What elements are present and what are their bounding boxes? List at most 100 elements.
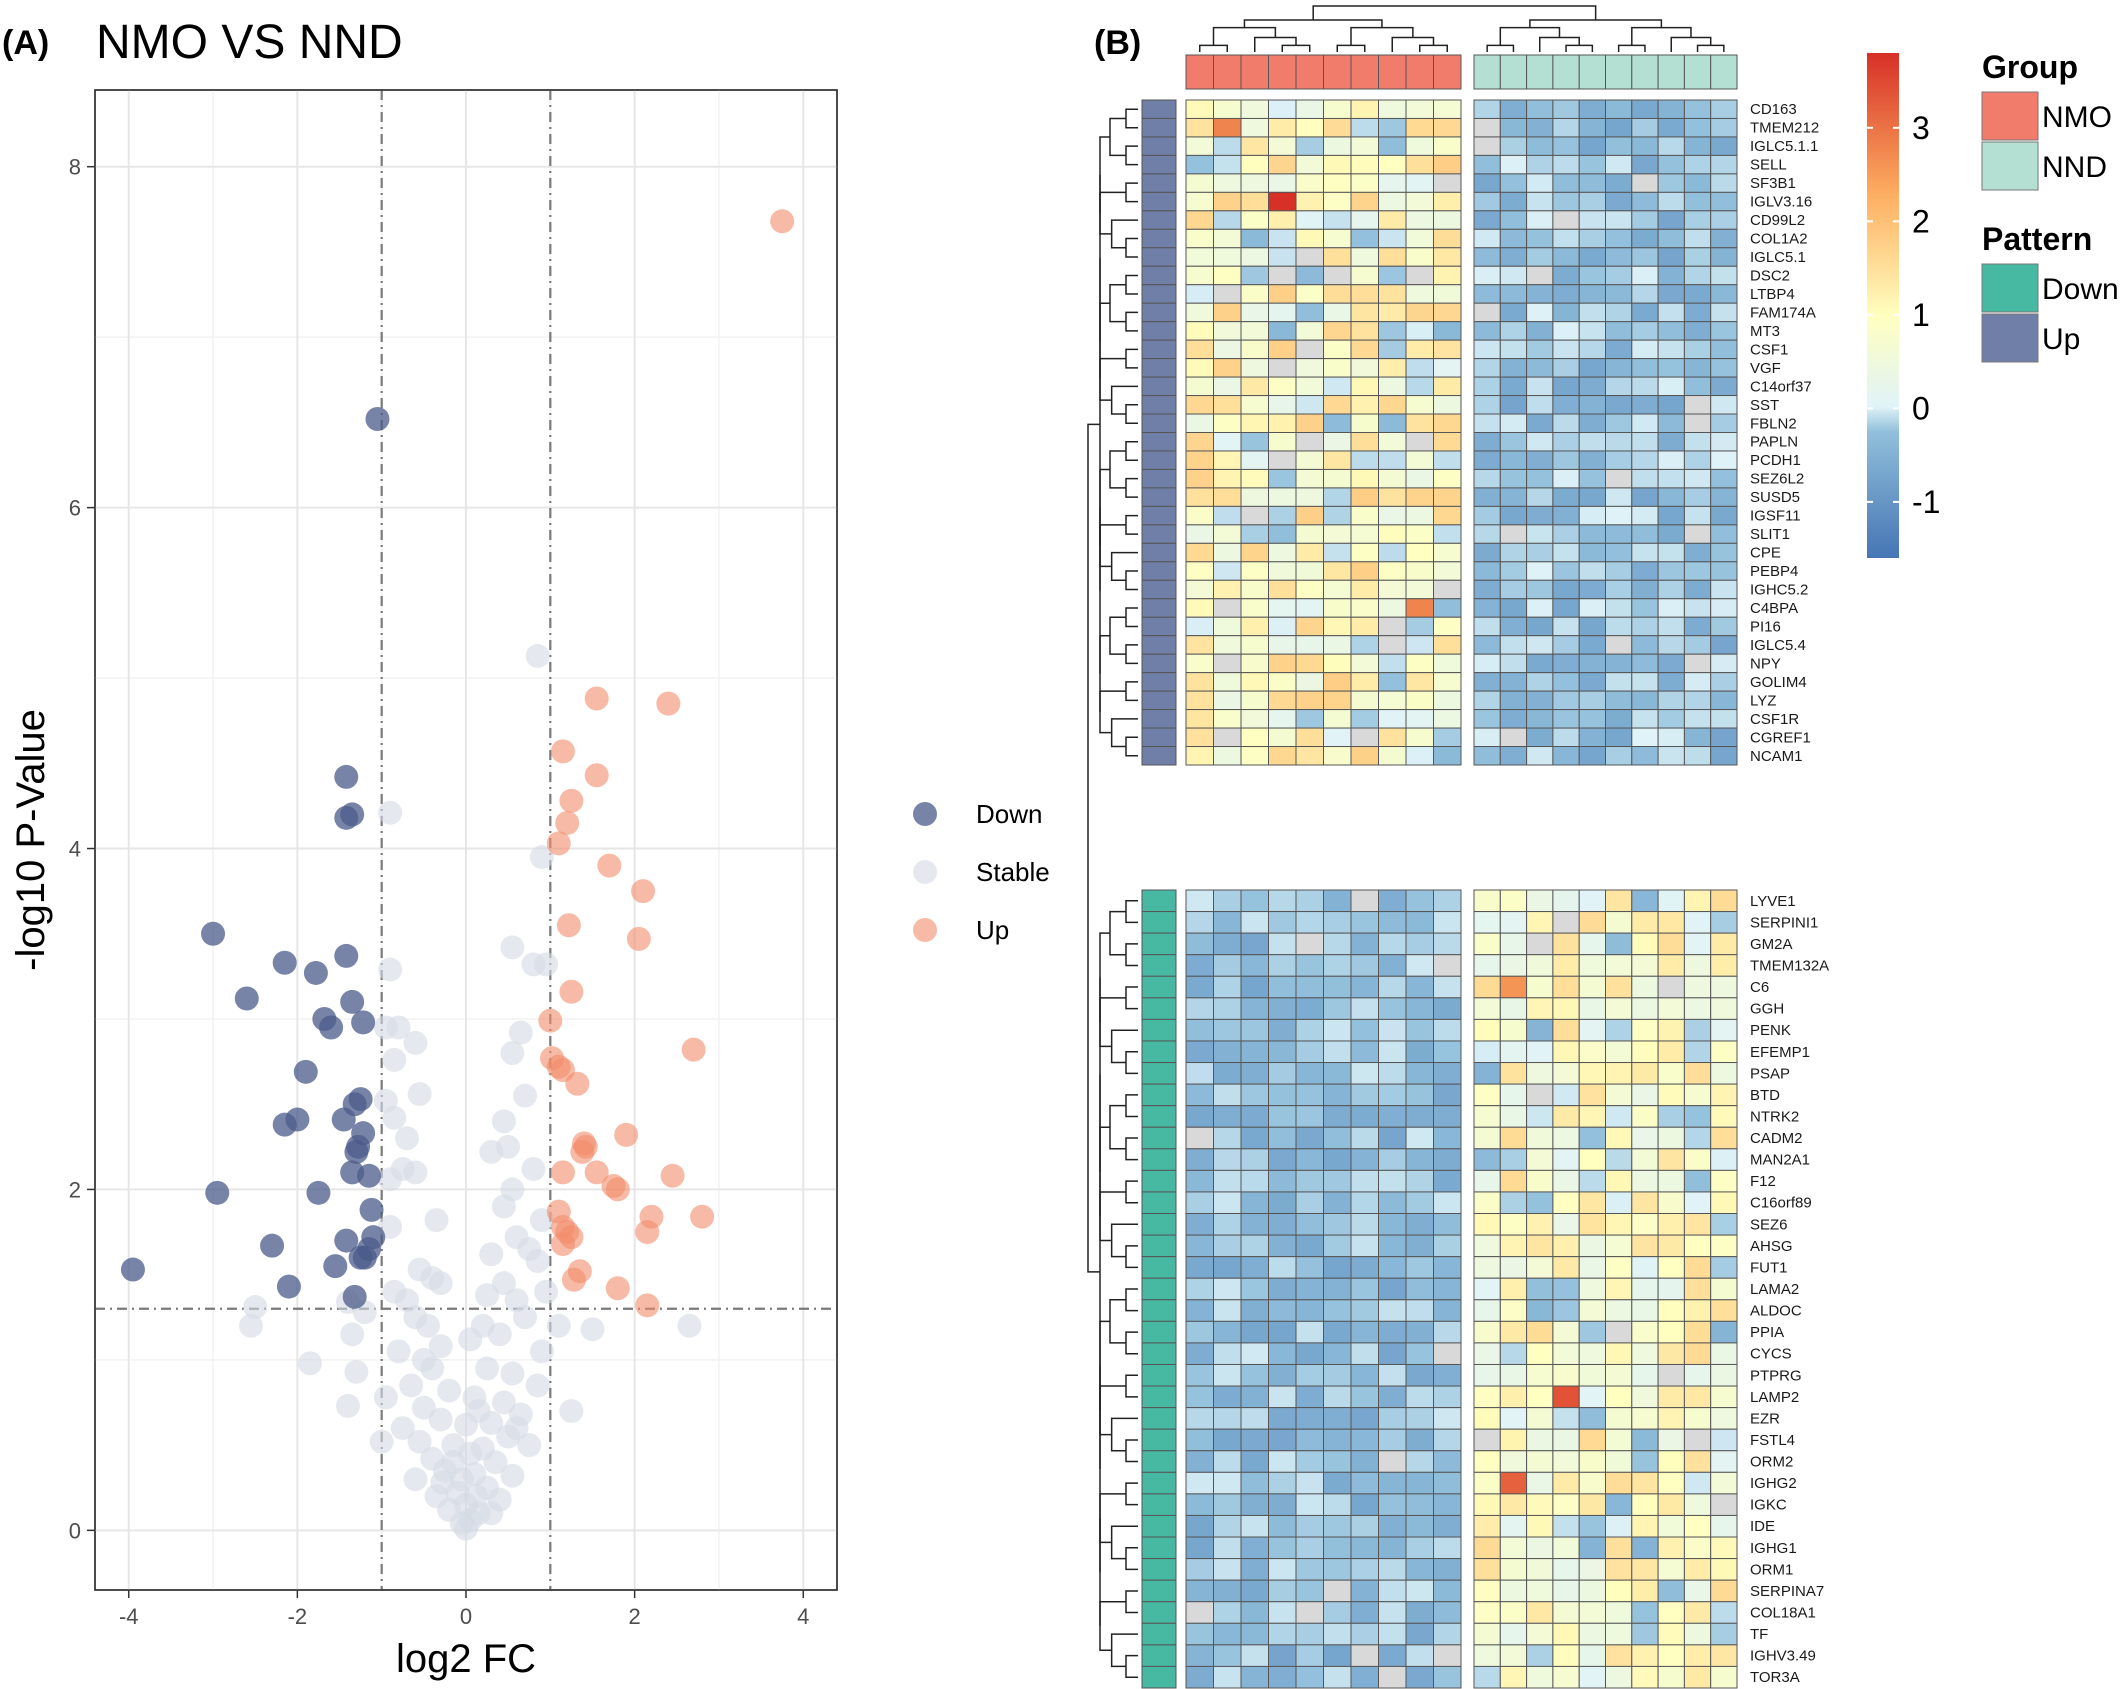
heatmap-cell — [1268, 1277, 1297, 1301]
heatmap-cell — [1405, 395, 1434, 415]
heatmap-cell — [1433, 1148, 1462, 1171]
heatmap-cell — [1683, 247, 1712, 267]
heatmap-cell — [1268, 413, 1297, 433]
heatmap-cell — [1405, 1471, 1434, 1495]
heatmap-cell — [1605, 1428, 1633, 1452]
heatmap-cell — [1433, 450, 1462, 470]
heatmap-cell — [1683, 975, 1712, 999]
heatmap-cell — [1405, 1256, 1434, 1279]
heatmap-cell — [1499, 376, 1528, 397]
heatmap-cell — [1295, 376, 1324, 397]
heatmap-cell — [1350, 1191, 1379, 1215]
heatmap-cell — [1433, 653, 1462, 674]
heatmap-cell — [1578, 321, 1606, 341]
heatmap-cell — [1268, 672, 1297, 692]
point-up — [559, 788, 584, 813]
heatmap-cell — [1499, 450, 1528, 470]
heatmap-cell — [1605, 321, 1633, 341]
heatmap-cell — [1295, 889, 1324, 913]
heatmap-cell — [1683, 284, 1712, 304]
heatmap-cell — [1268, 339, 1297, 360]
heatmap-cell — [1323, 1169, 1352, 1193]
heatmap-cell — [1185, 1385, 1214, 1409]
heatmap-cell — [1268, 395, 1297, 415]
heatmap-cell — [1683, 1493, 1712, 1516]
heatmap-cell — [1499, 1320, 1528, 1344]
heatmap-cell — [1240, 672, 1269, 692]
heatmap-cell — [1605, 1040, 1633, 1064]
point-down — [331, 1107, 356, 1132]
heatmap-cell — [1473, 598, 1501, 618]
gene-label: CD99L2 — [1750, 212, 1805, 229]
pattern-cell-up — [1141, 321, 1177, 341]
heatmap-cell — [1268, 136, 1297, 156]
heatmap-cell — [1657, 302, 1685, 323]
heatmap-cell — [1552, 1040, 1580, 1064]
dendrogram-branch — [1281, 44, 1311, 52]
heatmap-cell — [1350, 99, 1379, 119]
heatmap-cell — [1350, 1277, 1379, 1301]
heatmap-cell — [1473, 889, 1501, 913]
heatmap-cell — [1683, 911, 1712, 934]
heatmap-cell — [1240, 1342, 1269, 1365]
heatmap-cell — [1657, 746, 1685, 766]
heatmap-cell — [1268, 524, 1297, 544]
heatmap-cell — [1350, 1536, 1379, 1560]
heatmap-cell — [1473, 228, 1501, 249]
heatmap-cell — [1433, 635, 1462, 655]
group-cell — [1433, 54, 1462, 90]
heatmap-cell — [1213, 487, 1242, 507]
heatmap-cell — [1657, 505, 1685, 526]
heatmap-cell — [1213, 1256, 1242, 1279]
gene-label: SERPINA7 — [1750, 1583, 1824, 1600]
heatmap-cell — [1323, 1105, 1352, 1128]
gene-label: SEZ6 — [1750, 1216, 1788, 1233]
heatmap-cell — [1185, 746, 1214, 766]
gene-label: ORM2 — [1750, 1454, 1793, 1471]
dendrogram-branch — [1125, 1137, 1138, 1161]
heatmap-cell — [1405, 635, 1434, 655]
heatmap-cell — [1185, 1299, 1214, 1322]
point-up — [559, 979, 584, 1004]
heatmap-cell — [1213, 561, 1242, 581]
panel-a-label: (A) — [2, 24, 49, 62]
heatmap-cell — [1433, 709, 1462, 729]
heatmap-cell — [1213, 1558, 1242, 1581]
heatmap-cell — [1378, 954, 1407, 977]
heatmap-cell — [1499, 579, 1528, 600]
dendrogram-branch — [1336, 44, 1366, 52]
heatmap-cell — [1295, 247, 1324, 267]
heatmap-cell — [1552, 1385, 1580, 1409]
heatmap-cell — [1295, 1256, 1324, 1279]
heatmap-cell — [1526, 1299, 1554, 1322]
point-up — [635, 1220, 660, 1245]
heatmap-cell — [1405, 1062, 1434, 1085]
dendrogram-branch — [1125, 900, 1138, 924]
heatmap-cell — [1710, 1126, 1738, 1150]
heatmap-cell — [1268, 1450, 1297, 1473]
volcano-grid — [95, 90, 837, 1590]
heatmap-cell — [1710, 468, 1738, 489]
heatmap-cell — [1268, 1493, 1297, 1516]
heatmap-cell — [1295, 709, 1324, 729]
heatmap-cell — [1683, 432, 1712, 452]
group-cell — [1578, 54, 1606, 90]
point-stable — [407, 1429, 432, 1454]
heatmap-cell — [1213, 1471, 1242, 1495]
heatmap-cell — [1433, 997, 1462, 1020]
heatmap-cell — [1295, 1428, 1324, 1452]
heatmap-cell — [1578, 616, 1606, 637]
heatmap-cell — [1323, 997, 1352, 1020]
gene-label: PAPLN — [1750, 434, 1798, 451]
heatmap-cell — [1605, 247, 1633, 267]
heatmap-cell — [1710, 1256, 1738, 1279]
heatmap-cell — [1350, 154, 1379, 175]
heatmap-cell — [1710, 1407, 1738, 1430]
heatmap-cell — [1323, 975, 1352, 999]
heatmap-cell — [1552, 1062, 1580, 1085]
heatmap-cell — [1350, 598, 1379, 618]
heatmap-cell — [1268, 117, 1297, 138]
point-stable — [513, 1083, 538, 1108]
heatmap-cell — [1526, 117, 1554, 138]
heatmap-cell — [1710, 932, 1738, 956]
